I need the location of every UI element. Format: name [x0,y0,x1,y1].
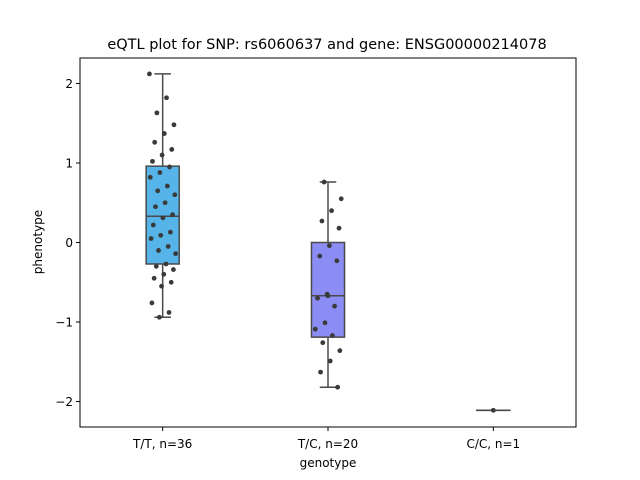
data-point [322,320,328,326]
data-point [160,215,166,221]
data-point [159,283,164,289]
data-point [148,236,154,241]
data-point [167,164,172,170]
data-point [158,232,164,238]
data-point [312,326,318,332]
data-point [335,384,341,390]
data-point [166,310,172,315]
data-point [332,303,338,309]
data-point [338,196,344,202]
box-body [310,241,346,338]
data-point [327,358,333,364]
data-point [167,229,173,235]
data-point [330,333,335,338]
points-layer [147,71,496,413]
data-point [159,152,165,158]
data-point [164,183,170,189]
y-tick-label: 2 [65,77,73,91]
data-point [490,407,496,413]
data-point [320,340,326,346]
data-point [315,295,320,301]
data-point [321,179,327,185]
data-point [156,248,161,253]
data-point [162,200,168,206]
data-point [161,271,167,277]
data-point [164,95,169,101]
data-point [149,300,155,306]
x-axis-label: genotype [300,456,357,470]
y-tick-label: 1 [65,156,73,170]
data-point [151,275,157,281]
data-point [317,253,323,259]
data-point [169,147,175,152]
boxes-layer [145,73,511,412]
data-point [318,369,323,375]
data-point [156,314,162,320]
data-point [171,267,176,272]
data-point [334,258,340,264]
data-point [153,263,159,269]
data-point [165,244,171,249]
data-point [147,71,152,77]
data-point [150,158,155,164]
data-point [336,225,342,231]
x-tick-label: T/C, n=20 [297,437,358,451]
x-tick-label: T/T, n=36 [132,437,192,451]
data-point [154,110,160,116]
y-tick-label: −1 [55,316,73,330]
data-point [170,212,175,218]
data-point [172,192,178,198]
data-point [153,204,158,210]
data-point [337,348,343,354]
data-point [161,131,167,136]
data-point [163,261,169,267]
data-point [152,139,158,145]
data-point [326,243,332,249]
data-point [150,222,156,228]
y-tick-label: −2 [55,395,73,409]
x-axis: T/T, n=36 T/C, n=20 C/C, n=1 [132,427,520,451]
data-point [173,251,179,257]
y-tick-label: 0 [65,236,73,250]
data-point [329,208,334,214]
x-tick-label: C/C, n=1 [466,437,520,451]
data-point [155,188,161,194]
data-point [319,218,325,224]
chart-title: eQTL plot for SNP: rs6060637 and gene: E… [107,37,546,53]
data-point [171,122,177,128]
data-point [325,293,331,299]
y-axis-label: phenotype [31,210,45,274]
data-point [168,279,174,285]
data-point [157,170,163,175]
data-point [147,174,153,180]
y-axis: −2 −1 0 1 2 [55,77,80,409]
